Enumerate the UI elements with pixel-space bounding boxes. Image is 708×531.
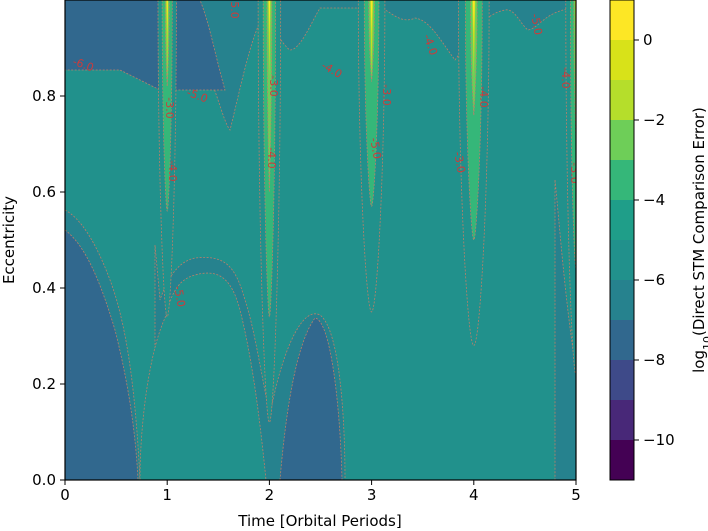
- y-axis: 0.0 0.2 0.4 0.6 0.8: [32, 87, 65, 489]
- plot-area: [65, 0, 576, 480]
- y-tick-label: 0.0: [32, 471, 56, 489]
- spike-band-minus1-0-4: [472, 0, 476, 77]
- x-axis-title: Time [Orbital Periods]: [237, 512, 401, 530]
- contour-label: -5.0: [228, 0, 241, 19]
- colorbar-title-rest: (Direct STM Comparison Error): [690, 107, 708, 336]
- colorbar-band: [610, 440, 634, 480]
- y-axis-title: Eccentricity: [0, 196, 18, 284]
- colorbar-band: [610, 80, 634, 120]
- colorbar-band: [610, 360, 634, 400]
- contour-label: -3.0: [451, 151, 468, 174]
- band-minus7-minus6-top: [65, 0, 226, 91]
- spike-band-minus1-0-2: [268, 0, 271, 77]
- colorbar-band: [610, 40, 634, 80]
- colorbar-band: [610, 200, 634, 240]
- x-tick-label: 1: [162, 486, 172, 504]
- spike-band-0-1-1: [166, 0, 168, 34]
- spike-band-minus4-minus3-4: [464, 0, 483, 241]
- x-tick-label: 3: [367, 486, 377, 504]
- colorbar-tick-label: −2: [643, 111, 665, 129]
- x-tick-label: 5: [571, 486, 581, 504]
- band-minus7-minus6-mid: [279, 317, 343, 480]
- band-minus7-minus6: [65, 229, 139, 480]
- y-tick-label: 0.4: [32, 279, 56, 297]
- colorbar-band: [610, 280, 634, 320]
- spike-band-minus1-0-3: [370, 0, 373, 77]
- contour-label: -3.0: [568, 162, 581, 183]
- colorbar-tick-label: 0: [643, 31, 653, 49]
- spike-band-0-1-2: [268, 0, 271, 34]
- contour-label: -3.0: [380, 84, 393, 105]
- colorbar-band: [610, 240, 634, 280]
- spike-band-minus4-minus3-1: [161, 0, 173, 212]
- colorbar-tick-label: −6: [643, 271, 665, 289]
- x-tick-label: 0: [60, 486, 70, 504]
- colorbar-tick-label: −8: [643, 351, 665, 369]
- x-tick-label: 4: [469, 486, 479, 504]
- contour-label: -5.0: [528, 13, 545, 36]
- spike-band-minus4-minus3-3: [363, 0, 380, 207]
- contour-label: -4.0: [477, 86, 490, 107]
- colorbar-band: [610, 160, 634, 200]
- contour-label: -5.0: [171, 285, 188, 308]
- band-minus6-minus5-edge: [65, 0, 66, 61]
- contour-label: -5.0: [367, 137, 384, 160]
- contour-label: -4.0: [265, 147, 278, 168]
- band-minus6-minus5-right: [554, 179, 576, 480]
- contour-label: -3.0: [163, 97, 176, 118]
- contour-label: -4.0: [166, 160, 179, 181]
- band-minus5-minus4-inset: [139, 272, 267, 480]
- colorbar-title-main: log: [690, 350, 708, 373]
- colorbar-title-subscript: 10: [701, 336, 708, 350]
- colorbar-title: log10(Direct STM Comparison Error): [690, 107, 708, 373]
- contour-label: -3.0: [267, 75, 280, 96]
- spike-band-minus1-0-1: [166, 0, 169, 77]
- y-tick-label: 0.8: [32, 87, 56, 105]
- colorbar-band: [610, 0, 634, 40]
- y-tick-label: 0.6: [32, 183, 56, 201]
- plot-frame: [64, 0, 577, 481]
- y-tick-label: 0.2: [32, 375, 56, 393]
- colorbar-band: [610, 320, 634, 360]
- contour-label: -4.0: [559, 67, 572, 88]
- x-tick-label: 2: [265, 486, 275, 504]
- colorbar-tick-label: −4: [643, 191, 665, 209]
- colorbar-frame: [609, 0, 635, 481]
- colorbar-tick-label: −10: [643, 431, 675, 449]
- spike-band-minus3-minus2-2: [266, 0, 273, 193]
- colorbar: 0 −2 −4 −6 −8 −10: [609, 0, 675, 481]
- x-axis: 0 1 2 3 4 5: [60, 480, 581, 504]
- spike-band-0-1-4: [472, 0, 475, 34]
- colorbar-band: [610, 400, 634, 440]
- spike-band-0-1-3: [370, 0, 373, 34]
- colorbar-band: [610, 120, 634, 160]
